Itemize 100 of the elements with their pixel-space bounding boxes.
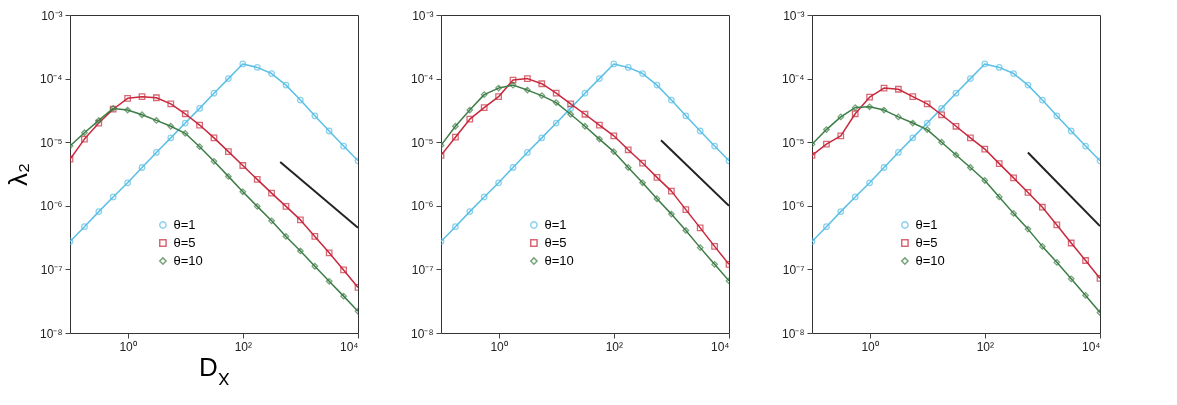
point xyxy=(81,135,88,143)
point xyxy=(196,121,204,129)
point xyxy=(268,70,275,77)
point xyxy=(682,227,690,234)
point xyxy=(480,91,488,98)
point xyxy=(995,64,1003,71)
point xyxy=(923,126,931,133)
point xyxy=(995,160,1003,168)
point xyxy=(995,193,1003,201)
point xyxy=(967,134,974,142)
x-tick-label: 10² xyxy=(234,339,252,354)
point xyxy=(239,162,247,169)
point xyxy=(81,129,88,137)
y-tick-label: 10⁻⁸ xyxy=(40,326,63,341)
y-tick-label: 10⁻⁵ xyxy=(40,135,63,150)
point xyxy=(668,210,675,218)
point xyxy=(167,122,175,130)
y-tick-label: 10⁻⁸ xyxy=(411,326,434,341)
point xyxy=(452,223,459,231)
point xyxy=(909,119,917,127)
y-tick-label: 10⁻⁴ xyxy=(39,72,63,87)
point xyxy=(851,104,859,111)
point xyxy=(823,140,830,148)
point xyxy=(297,247,304,255)
point xyxy=(253,64,261,71)
point xyxy=(523,75,531,82)
point xyxy=(938,111,946,119)
point xyxy=(624,146,632,154)
point xyxy=(480,193,488,201)
point xyxy=(325,249,333,257)
point xyxy=(181,119,189,127)
point xyxy=(81,223,88,231)
point xyxy=(639,179,646,187)
point xyxy=(880,106,888,114)
point xyxy=(325,127,333,135)
point xyxy=(866,93,873,101)
point xyxy=(596,121,603,129)
point xyxy=(610,60,618,68)
y-tick-label: 10⁻⁸ xyxy=(782,326,805,341)
legend-label: θ=5 xyxy=(915,235,938,251)
point xyxy=(452,133,459,141)
point xyxy=(682,206,690,214)
line-series xyxy=(70,93,358,291)
point xyxy=(668,96,675,104)
point xyxy=(1024,189,1032,196)
point xyxy=(581,110,589,118)
point xyxy=(967,75,974,82)
legend-label: θ=1 xyxy=(915,217,938,233)
point xyxy=(567,105,575,112)
y-tick-label: 10⁻³ xyxy=(412,8,434,23)
point xyxy=(923,100,931,108)
point xyxy=(452,122,459,130)
point xyxy=(837,113,845,121)
point xyxy=(610,132,618,140)
point xyxy=(909,134,917,142)
point xyxy=(495,179,502,187)
point xyxy=(696,224,704,232)
point xyxy=(225,173,232,180)
point xyxy=(1039,243,1046,250)
point xyxy=(340,142,347,150)
point xyxy=(823,223,830,231)
point xyxy=(538,92,546,100)
legend-label: θ=1 xyxy=(544,217,567,233)
x-tick-label: 10⁴ xyxy=(339,339,359,354)
point xyxy=(894,149,902,156)
point xyxy=(1082,292,1089,299)
point xyxy=(711,243,718,250)
point xyxy=(880,84,888,92)
point xyxy=(523,86,531,94)
point xyxy=(866,179,873,187)
legend-label: θ=5 xyxy=(544,235,567,251)
point xyxy=(682,112,690,120)
point xyxy=(851,110,859,118)
point xyxy=(894,85,902,93)
point xyxy=(952,151,960,159)
point xyxy=(552,89,560,97)
point xyxy=(552,119,560,127)
point xyxy=(124,179,131,187)
point xyxy=(480,104,488,111)
point xyxy=(981,60,989,68)
point xyxy=(466,208,474,215)
point xyxy=(509,164,517,171)
y-tick-label: 10⁻⁴ xyxy=(781,72,805,87)
point xyxy=(952,122,960,130)
y-tick-label: 10⁻⁶ xyxy=(411,199,434,214)
point xyxy=(866,103,873,111)
y-tick-label: 10⁻³ xyxy=(783,8,805,23)
point xyxy=(225,75,232,82)
point xyxy=(152,149,160,156)
point xyxy=(297,216,304,224)
point xyxy=(1067,239,1075,247)
point xyxy=(181,129,189,137)
point xyxy=(253,176,261,183)
point xyxy=(653,173,661,181)
point xyxy=(325,277,333,285)
point xyxy=(1082,257,1089,264)
x-tick-label: 10⁰ xyxy=(119,339,137,354)
point xyxy=(124,106,131,114)
point xyxy=(981,145,989,153)
x-tick-label: 10² xyxy=(605,339,623,354)
